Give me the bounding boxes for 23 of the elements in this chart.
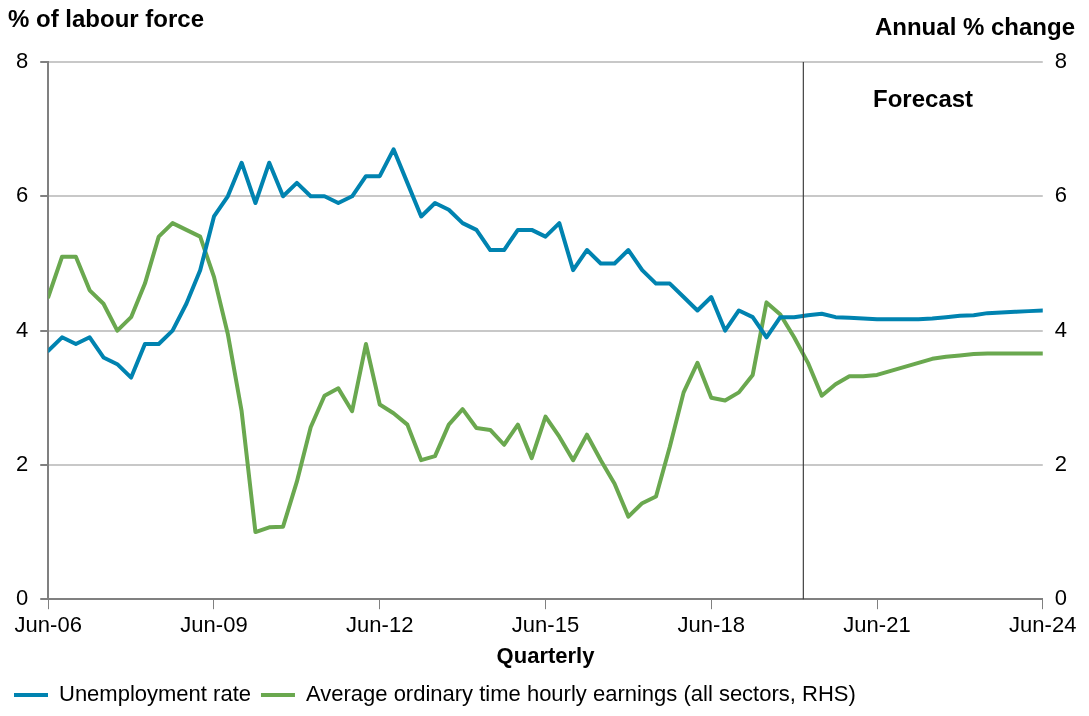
x-tick-label: Jun-24 — [1009, 612, 1077, 638]
y2-tick-label: 2 — [1054, 450, 1068, 476]
x-tick-label: Jun-06 — [14, 612, 82, 638]
legend-label: Average ordinary time hourly earnings (all sectors, RHS) — [305, 681, 856, 707]
legend-label: Unemployment rate — [59, 681, 251, 707]
x-tick-label: Jun-15 — [511, 612, 580, 638]
ref-line-label: Forecast — [873, 84, 974, 112]
y-tick-label: 4 — [15, 316, 29, 342]
x-tick-label: Jun-21 — [843, 612, 911, 638]
y-axis-title: % of labour force — [8, 4, 205, 32]
y2-tick-label: 8 — [1054, 48, 1068, 74]
y2-tick-label: 4 — [1054, 316, 1068, 342]
y2-tick-label: 0 — [1054, 585, 1068, 611]
y-tick-label: 0 — [15, 585, 29, 611]
x-tick-label: Jun-12 — [346, 612, 414, 638]
y2-axis-title: Annual % change — [874, 12, 1075, 40]
y2-tick-label: 6 — [1054, 182, 1068, 208]
y-tick-label: 2 — [15, 450, 29, 476]
y-tick-label: 8 — [15, 48, 29, 74]
x-tick-label: Jun-09 — [180, 612, 248, 638]
x-axis-title: Quarterly — [496, 642, 596, 668]
x-tick-label: Jun-18 — [677, 612, 745, 638]
y-tick-label: 6 — [15, 182, 29, 208]
